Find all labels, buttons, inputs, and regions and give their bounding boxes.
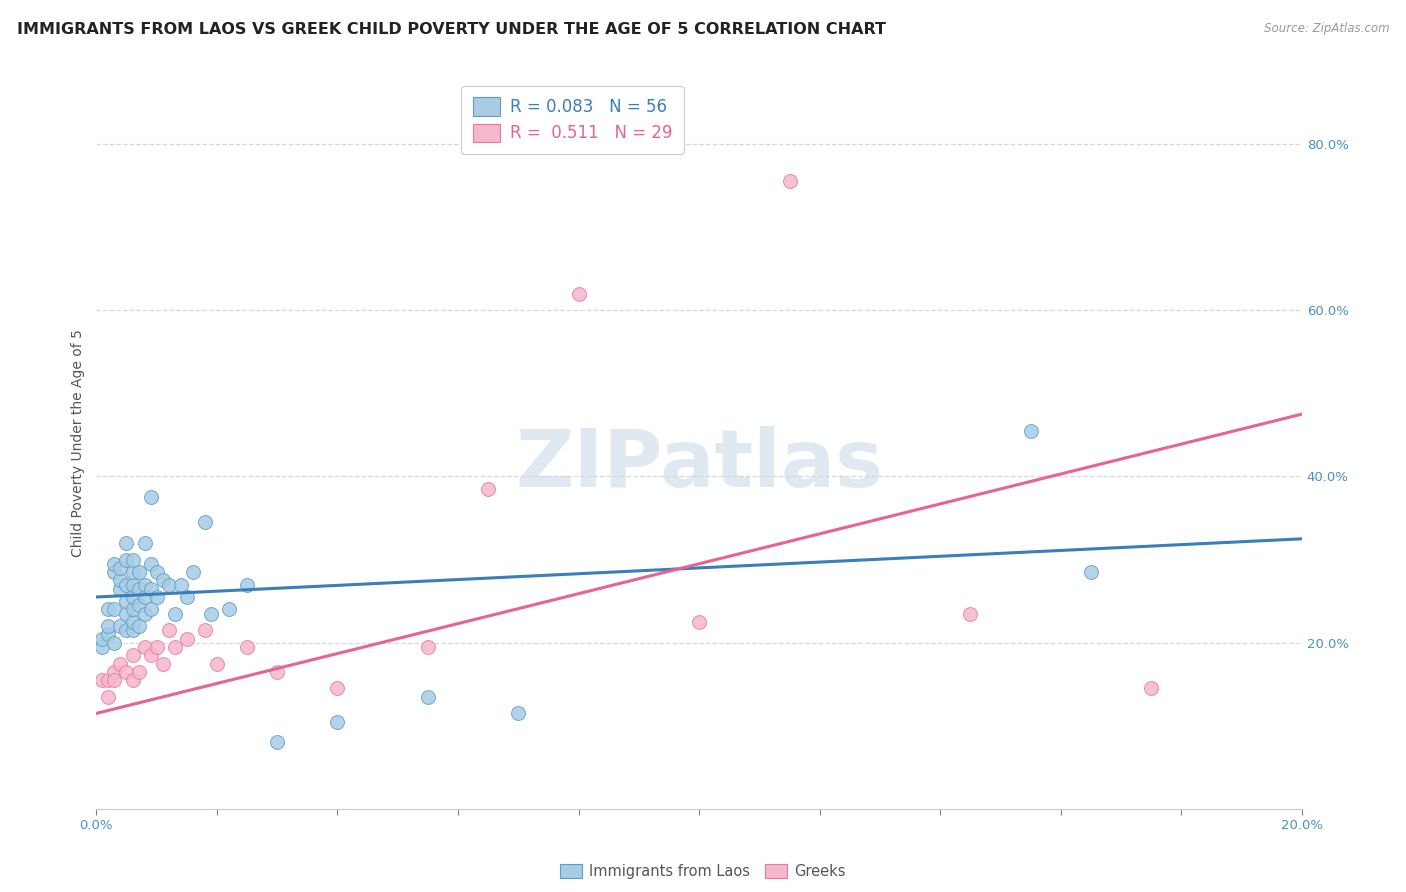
- Point: [139, 582, 162, 596]
- Point: [163, 607, 186, 621]
- Point: [139, 602, 162, 616]
- Point: [139, 557, 162, 571]
- Point: [121, 577, 143, 591]
- Point: [110, 574, 132, 588]
- Point: [416, 690, 439, 704]
- Point: [152, 574, 174, 588]
- Point: [163, 640, 186, 654]
- Point: [236, 577, 259, 591]
- Point: [121, 565, 143, 579]
- Point: [779, 174, 801, 188]
- Point: [121, 552, 143, 566]
- Point: [128, 619, 150, 633]
- Point: [121, 648, 143, 663]
- Point: [110, 657, 132, 671]
- Point: [91, 673, 114, 687]
- Point: [103, 557, 125, 571]
- Point: [121, 602, 143, 616]
- Point: [97, 627, 120, 641]
- Point: [128, 565, 150, 579]
- Point: [568, 286, 591, 301]
- Point: [145, 640, 167, 654]
- Legend: Immigrants from Laos, Greeks: Immigrants from Laos, Greeks: [554, 858, 852, 885]
- Point: [266, 735, 288, 749]
- Point: [128, 582, 150, 596]
- Point: [110, 582, 132, 596]
- Point: [416, 640, 439, 654]
- Point: [326, 714, 349, 729]
- Point: [194, 624, 217, 638]
- Legend: R = 0.083   N = 56, R =  0.511   N = 29: R = 0.083 N = 56, R = 0.511 N = 29: [461, 86, 683, 154]
- Point: [97, 690, 120, 704]
- Point: [121, 673, 143, 687]
- Point: [115, 665, 138, 679]
- Point: [134, 590, 156, 604]
- Point: [157, 577, 180, 591]
- Text: Source: ZipAtlas.com: Source: ZipAtlas.com: [1264, 22, 1389, 36]
- Point: [266, 665, 288, 679]
- Point: [110, 619, 132, 633]
- Point: [91, 632, 114, 646]
- Point: [115, 552, 138, 566]
- Point: [91, 640, 114, 654]
- Point: [139, 490, 162, 504]
- Point: [103, 665, 125, 679]
- Point: [103, 673, 125, 687]
- Point: [134, 577, 156, 591]
- Text: IMMIGRANTS FROM LAOS VS GREEK CHILD POVERTY UNDER THE AGE OF 5 CORRELATION CHART: IMMIGRANTS FROM LAOS VS GREEK CHILD POVE…: [17, 22, 886, 37]
- Point: [688, 615, 710, 629]
- Point: [97, 619, 120, 633]
- Point: [121, 615, 143, 629]
- Point: [181, 565, 204, 579]
- Point: [194, 515, 217, 529]
- Point: [1080, 565, 1102, 579]
- Point: [115, 607, 138, 621]
- Point: [134, 640, 156, 654]
- Point: [134, 536, 156, 550]
- Point: [121, 624, 143, 638]
- Point: [110, 561, 132, 575]
- Text: ZIPatlas: ZIPatlas: [515, 426, 883, 504]
- Point: [176, 590, 198, 604]
- Point: [103, 636, 125, 650]
- Point: [115, 624, 138, 638]
- Point: [477, 482, 499, 496]
- Point: [508, 706, 530, 721]
- Point: [115, 536, 138, 550]
- Point: [200, 607, 222, 621]
- Point: [121, 590, 143, 604]
- Point: [128, 599, 150, 613]
- Point: [115, 594, 138, 608]
- Point: [103, 565, 125, 579]
- Point: [103, 602, 125, 616]
- Point: [97, 673, 120, 687]
- Point: [145, 590, 167, 604]
- Point: [97, 602, 120, 616]
- Point: [176, 632, 198, 646]
- Point: [134, 607, 156, 621]
- Point: [157, 624, 180, 638]
- Point: [959, 607, 981, 621]
- Point: [115, 577, 138, 591]
- Point: [218, 602, 240, 616]
- Point: [1140, 681, 1163, 696]
- Point: [1019, 424, 1042, 438]
- Point: [326, 681, 349, 696]
- Point: [152, 657, 174, 671]
- Point: [205, 657, 228, 671]
- Point: [128, 665, 150, 679]
- Point: [145, 565, 167, 579]
- Point: [236, 640, 259, 654]
- Point: [139, 648, 162, 663]
- Point: [170, 577, 193, 591]
- Y-axis label: Child Poverty Under the Age of 5: Child Poverty Under the Age of 5: [72, 329, 86, 558]
